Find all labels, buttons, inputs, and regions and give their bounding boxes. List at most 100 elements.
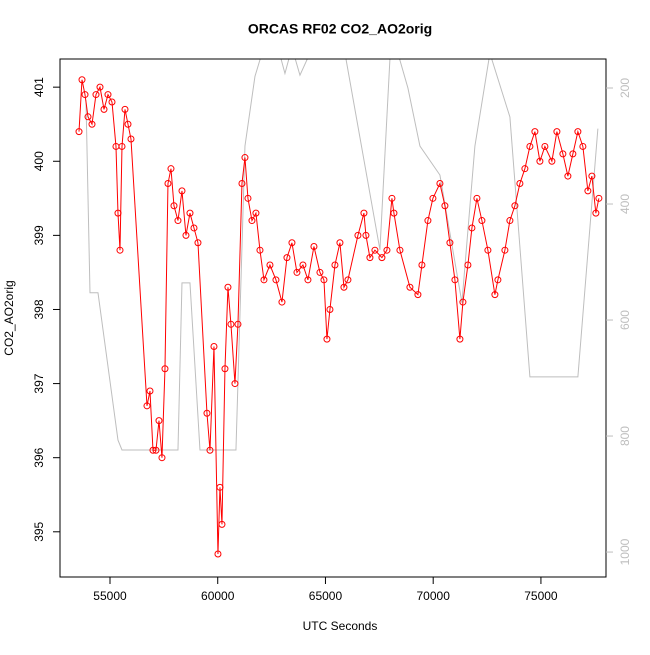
data-point bbox=[186, 209, 194, 217]
data-point bbox=[203, 409, 211, 417]
x-tick-label: 55000 bbox=[93, 589, 127, 603]
data-point bbox=[256, 246, 264, 254]
x-tick-label: 60000 bbox=[201, 589, 235, 603]
data-point bbox=[75, 128, 83, 136]
data-point bbox=[293, 268, 301, 276]
data-point bbox=[456, 335, 464, 343]
y-tick-label: 401 bbox=[32, 77, 46, 97]
data-point bbox=[252, 209, 260, 217]
data-point bbox=[323, 335, 331, 343]
data-point bbox=[170, 202, 178, 210]
plot-area bbox=[75, 59, 603, 558]
data-point bbox=[464, 261, 472, 269]
data-point bbox=[304, 276, 312, 284]
data-point bbox=[446, 239, 454, 247]
data-point bbox=[320, 276, 328, 284]
data-point bbox=[231, 380, 239, 388]
data-point bbox=[244, 194, 252, 202]
data-point bbox=[164, 179, 172, 187]
data-point bbox=[336, 239, 344, 247]
data-line bbox=[78, 79, 600, 555]
data-point bbox=[174, 217, 182, 225]
data-point bbox=[414, 291, 422, 299]
data-point bbox=[396, 246, 404, 254]
data-point bbox=[326, 305, 334, 313]
data-point bbox=[406, 283, 414, 291]
data-point bbox=[278, 298, 286, 306]
y-tick-label: 396 bbox=[32, 447, 46, 467]
data-point bbox=[114, 209, 122, 217]
y2-tick-label: 400 bbox=[618, 194, 632, 214]
data-point bbox=[206, 446, 214, 454]
data-point bbox=[310, 242, 318, 250]
data-point bbox=[371, 246, 379, 254]
data-point bbox=[424, 217, 432, 225]
data-point bbox=[584, 187, 592, 195]
data-point bbox=[227, 320, 235, 328]
y2-tick-label: 600 bbox=[618, 310, 632, 330]
data-point bbox=[362, 231, 370, 239]
y2-tick-label: 200 bbox=[618, 78, 632, 98]
data-point bbox=[569, 150, 577, 158]
data-point bbox=[167, 165, 175, 173]
data-point bbox=[459, 298, 467, 306]
data-point bbox=[155, 417, 163, 425]
data-point bbox=[548, 157, 556, 165]
data-point bbox=[366, 254, 374, 262]
data-point bbox=[78, 76, 86, 84]
x-tick-label: 75000 bbox=[524, 589, 558, 603]
data-point bbox=[234, 320, 242, 328]
data-point bbox=[121, 105, 129, 113]
y-tick-label: 399 bbox=[32, 225, 46, 245]
data-point bbox=[526, 142, 534, 150]
data-point bbox=[511, 202, 519, 210]
data-point bbox=[418, 261, 426, 269]
data-point bbox=[491, 291, 499, 299]
data-point bbox=[214, 550, 222, 558]
data-point bbox=[218, 520, 226, 528]
data-point bbox=[383, 246, 391, 254]
data-point bbox=[116, 246, 124, 254]
data-point bbox=[501, 246, 509, 254]
data-point bbox=[595, 194, 603, 202]
data-point bbox=[494, 276, 502, 284]
data-point bbox=[531, 128, 539, 136]
data-point bbox=[124, 120, 132, 128]
data-point bbox=[429, 194, 437, 202]
data-point bbox=[390, 209, 398, 217]
data-point bbox=[104, 91, 112, 99]
data-point bbox=[81, 91, 89, 99]
data-point bbox=[272, 276, 280, 284]
data-point bbox=[100, 105, 108, 113]
data-point bbox=[331, 261, 339, 269]
data-point bbox=[283, 254, 291, 262]
data-point bbox=[436, 179, 444, 187]
y-tick-label: 398 bbox=[32, 299, 46, 319]
y2-tick-label: 1000 bbox=[618, 538, 632, 565]
data-point bbox=[152, 446, 160, 454]
x-tick-label: 65000 bbox=[309, 589, 343, 603]
data-point bbox=[221, 365, 229, 373]
data-point bbox=[127, 135, 135, 143]
data-point bbox=[441, 202, 449, 210]
data-point bbox=[592, 209, 600, 217]
data-point bbox=[516, 179, 524, 187]
data-point bbox=[506, 217, 514, 225]
y-tick-label: 400 bbox=[32, 151, 46, 171]
x-tick-label: 70000 bbox=[417, 589, 451, 603]
data-point bbox=[340, 283, 348, 291]
data-point bbox=[354, 231, 362, 239]
y2-tick-label: 800 bbox=[618, 426, 632, 446]
data-point bbox=[241, 154, 249, 162]
chart-title: ORCAS RF02 CO2_AO2orig bbox=[248, 21, 432, 37]
data-point bbox=[84, 113, 92, 121]
y-tick-label: 395 bbox=[32, 521, 46, 541]
data-point bbox=[316, 268, 324, 276]
data-point bbox=[299, 261, 307, 269]
data-point bbox=[473, 194, 481, 202]
data-point bbox=[378, 254, 386, 262]
data-point bbox=[360, 209, 368, 217]
data-point bbox=[149, 446, 157, 454]
